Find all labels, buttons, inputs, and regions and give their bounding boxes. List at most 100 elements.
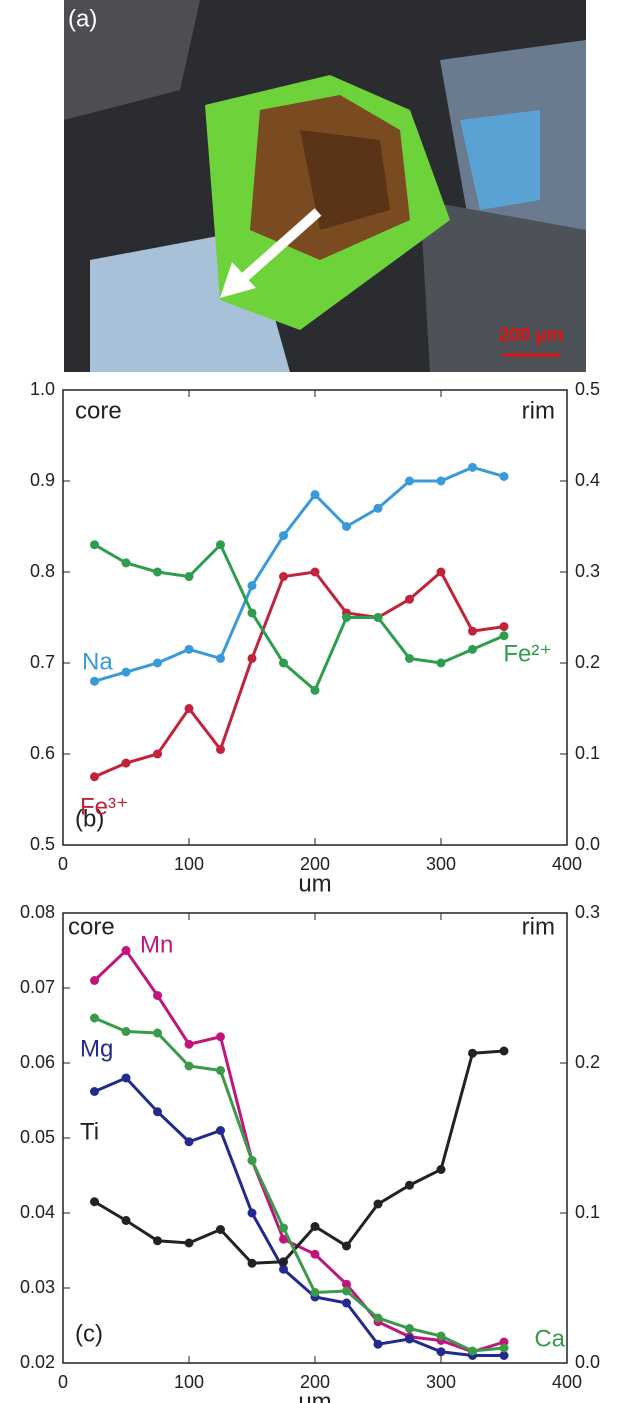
x-tick-label: 300 [426,1372,456,1392]
y2-tick-label: 0.3 [575,561,600,581]
scale-bar: 200 µm [499,325,564,346]
panel-label: (a) [68,5,97,32]
series-label: Fe³⁺ [80,793,129,820]
series-label: Na [82,648,113,675]
data-point [436,1165,446,1174]
data-point [216,1225,225,1234]
data-point [342,522,351,531]
data-point [153,658,162,668]
data-point [247,581,257,591]
data-point [279,658,288,668]
series-line [93,948,505,1354]
data-point [247,1156,257,1165]
data-point [121,758,131,768]
x-axis-label: um [298,870,331,897]
micrograph: 200 µm (a) [64,0,586,372]
data-point [436,658,446,668]
series-label: Fe²⁺ [503,640,552,667]
data-point [153,1107,162,1117]
data-point [405,1324,414,1333]
y-tick-label: 0.6 [30,743,55,763]
y-tick-label: 0.05 [20,1127,55,1147]
series-line [94,465,505,683]
data-point [373,1339,383,1349]
series-line [93,542,505,693]
data-point [216,1126,225,1135]
y-tick-label: 0.03 [20,1277,55,1297]
data-point [90,976,99,985]
data-point [121,1073,131,1083]
data-point [499,1351,509,1360]
data-point [373,503,383,513]
data-point [310,1249,320,1259]
data-point [405,476,414,486]
data-point [468,626,477,636]
data-point [216,1032,225,1042]
data-point [121,946,131,955]
y2-tick-label: 0.0 [575,834,600,854]
data-point [373,613,383,622]
data-point [310,567,320,577]
data-point [499,622,509,632]
data-point [90,540,99,550]
data-point [121,558,131,568]
data-point [468,1048,477,1058]
data-point [184,1137,194,1147]
data-point [90,676,99,686]
data-point [405,1334,414,1344]
y2-tick-label: 0.0 [575,1352,600,1372]
data-point [90,772,99,782]
data-point [121,1027,131,1036]
y2-tick-label: 0.2 [575,1052,600,1072]
x-axis-label: um [298,1388,331,1403]
data-point [436,567,446,577]
series-line [93,1016,505,1353]
data-point [310,685,320,695]
data-point [373,1199,383,1209]
data-point [153,1236,162,1246]
data-point [184,572,194,582]
y-tick-label: 0.08 [20,902,55,922]
data-point [153,1028,162,1038]
data-point [184,704,194,713]
data-point [90,1013,99,1023]
data-point [247,1258,257,1268]
x-tick-label: 300 [426,854,456,874]
data-point [184,644,194,654]
x-tick-label: 0 [58,1372,68,1392]
data-point [184,1061,194,1071]
annotation: rim [522,913,555,940]
y2-tick-label: 0.1 [575,1202,600,1222]
annotation: core [75,397,122,424]
data-point [499,631,509,641]
x-tick-label: 0 [58,854,68,874]
y2-tick-label: 0.1 [575,743,600,763]
data-point [436,1331,446,1341]
data-point [499,1046,509,1056]
data-point [216,1066,225,1075]
data-point [310,490,320,500]
data-point [153,991,162,1000]
data-point [373,1313,383,1323]
y-tick-label: 0.7 [30,652,55,672]
data-point [436,476,446,486]
data-point [342,613,351,622]
panel-label: (b) [75,805,104,832]
y2-tick-label: 0.4 [575,470,600,490]
data-point [499,471,509,481]
series-line [93,1049,505,1265]
y-tick-label: 0.5 [30,834,55,854]
data-point [405,653,414,663]
series-label: Mg [80,1035,113,1062]
x-tick-label: 400 [552,1372,582,1392]
data-point [279,1223,288,1233]
annotation: core [68,913,115,940]
data-point [342,1286,351,1296]
data-point [216,540,225,550]
data-point [468,1346,477,1356]
panel-label: (c) [75,1320,103,1347]
data-point [342,1279,351,1289]
y-tick-label: 0.06 [20,1052,55,1072]
data-point [279,1234,288,1244]
